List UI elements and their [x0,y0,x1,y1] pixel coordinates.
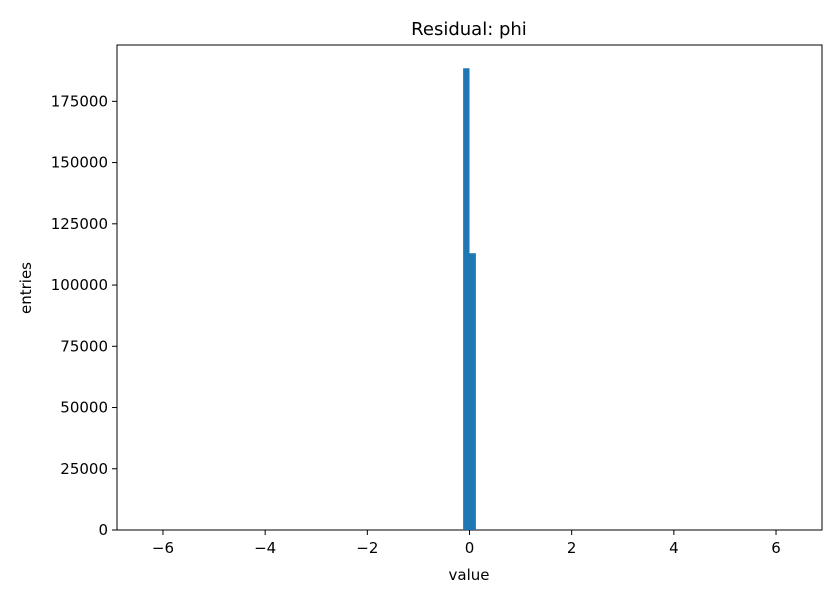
y-axis-label: entries [17,262,35,314]
y-tick-label: 150000 [51,154,108,172]
x-tick-label: 2 [567,539,577,557]
y-tick-label: 100000 [51,276,108,294]
y-tick-label: 0 [98,521,108,539]
x-tick-label: 6 [771,539,781,557]
histogram-bar-2 [469,253,476,530]
x-tick-label: −2 [356,539,378,557]
y-axis-ticks: 0 25000 50000 75000 100000 125000 150000 175000 [51,92,117,539]
y-tick-label: 125000 [51,215,108,233]
y-tick-label: 50000 [60,399,108,417]
x-tick-label: −4 [254,539,276,557]
x-axis-ticks: −6 −4 −2 0 2 4 6 [152,530,781,557]
y-tick-label: 175000 [51,92,108,110]
x-axis-label: value [449,566,490,584]
x-tick-label: 4 [669,539,679,557]
histogram-bar-1 [463,68,470,530]
y-tick-label: 25000 [60,460,108,478]
bars-layer [463,68,476,530]
x-tick-label: −6 [152,539,174,557]
x-tick-label: 0 [465,539,475,557]
y-tick-label: 75000 [60,337,108,355]
chart-title: Residual: phi [411,19,527,40]
